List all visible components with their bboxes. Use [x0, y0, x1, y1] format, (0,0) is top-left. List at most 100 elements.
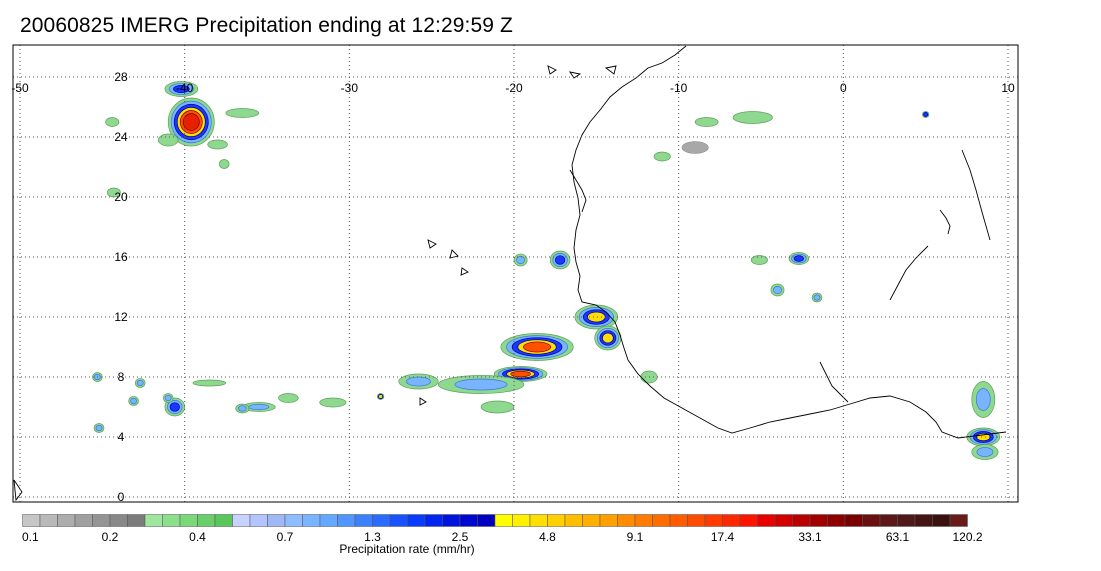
- colorbar-swatch: [302, 514, 321, 527]
- precip-ring: [130, 397, 137, 405]
- colorbar-swatch: [57, 514, 76, 527]
- precip-ring: [750, 255, 768, 265]
- colorbar-swatch: [109, 514, 128, 527]
- precip-cell: [218, 159, 230, 169]
- colorbar-swatch: [267, 514, 286, 527]
- lon-tick-label: -50: [11, 81, 29, 95]
- coastline-east-edge: [961, 149, 991, 241]
- precip-ring: [516, 255, 525, 265]
- precip-cell: [437, 375, 525, 394]
- precip-ring: [602, 332, 614, 344]
- colorbar-swatch: [844, 514, 863, 527]
- colorbar-swatch: [704, 514, 723, 527]
- colorbar-tick-label: 2.5: [452, 530, 469, 544]
- precip-ring: [237, 405, 247, 412]
- colorbar-swatch: [214, 514, 233, 527]
- colorbar-swatch: [337, 514, 356, 527]
- colorbar-tick-label: 1.3: [364, 530, 381, 544]
- colorbar-tick-label: 4.8: [539, 530, 556, 544]
- precip-cell: [162, 393, 174, 403]
- colorbar-swatch: [932, 514, 951, 527]
- precip-cell: [653, 151, 671, 162]
- colorbar-swatch: [774, 514, 793, 527]
- precip-cell: [922, 111, 930, 118]
- colorbar-swatch: [617, 514, 636, 527]
- colorbar-swatch: [22, 514, 41, 527]
- lon-tick-label: -20: [505, 81, 523, 95]
- colorbar-tick-label: 63.1: [886, 530, 910, 544]
- colorbar-swatch: [599, 514, 618, 527]
- precip-ring: [406, 376, 431, 387]
- colorbar-swatch: [127, 514, 146, 527]
- colorbar-swatch: [949, 514, 968, 527]
- precip-ring: [319, 397, 347, 408]
- colorbar: 0.1 0.2 0.4 0.7 1.3 2.5 4.8 9.1 17.4 33.1 63.1 120.…: [22, 514, 983, 556]
- precip-ring: [278, 393, 299, 403]
- colorbar-swatch: [914, 514, 933, 527]
- precip-cell: [235, 403, 250, 414]
- precip-cell: [278, 393, 299, 403]
- coastline-west-sahara: [569, 169, 587, 213]
- precip-ring: [732, 111, 773, 124]
- precip-cell: [788, 252, 810, 265]
- precip-ring: [773, 285, 782, 295]
- colorbar-swatch: [897, 514, 916, 527]
- precip-cell: [732, 111, 773, 124]
- lon-tick-label: 0: [840, 81, 847, 95]
- precip-cell: [500, 333, 574, 361]
- precip-ring: [207, 139, 228, 150]
- precip-ring: [95, 424, 103, 432]
- island-7: [419, 397, 427, 406]
- precip-ring: [136, 379, 144, 387]
- precip-ring: [164, 394, 172, 402]
- colorbar-swatch: [687, 514, 706, 527]
- precip-cell: [105, 117, 120, 127]
- precip-ring: [793, 255, 804, 262]
- colorbar-swatch: [634, 514, 653, 527]
- precip-cell: [770, 283, 785, 297]
- lat-tick-label: 28: [114, 70, 128, 84]
- precip-ring: [105, 117, 120, 127]
- precip-cell: [694, 117, 719, 127]
- colorbar-swatch: [529, 514, 548, 527]
- colorbar-swatch: [179, 514, 198, 527]
- coastline-lake-fragment: [939, 209, 951, 235]
- precip-ring: [480, 400, 515, 414]
- coastline-niger-delta: [819, 361, 849, 403]
- colorbar-tick-label: 0.1: [22, 530, 39, 544]
- precipitation-map: -50 -40 -30 -20 -10 0 10 0 4 8 12 16 20 24 28: [11, 44, 1019, 504]
- island-1: [427, 239, 437, 249]
- colorbar-swatch: [547, 514, 566, 527]
- precip-cell: [157, 133, 179, 147]
- lon-tick-label: -10: [670, 81, 688, 95]
- precip-ring: [225, 108, 260, 118]
- colorbar-tick-label: 17.4: [711, 530, 735, 544]
- colorbar-tick-label: 9.1: [627, 530, 644, 544]
- colorbar-swatch: [459, 514, 478, 527]
- precip-cell: [681, 141, 709, 154]
- precip-cell: [549, 250, 571, 270]
- lat-tick-label: 20: [114, 190, 128, 204]
- precip-ring: [169, 402, 180, 412]
- colorbar-swatch: [284, 514, 303, 527]
- colorbar-swatch: [669, 514, 688, 527]
- precip-cell: [164, 81, 199, 97]
- lat-tick-label: 4: [118, 430, 125, 444]
- colorbar-swatch: [249, 514, 268, 527]
- colorbar-swatch: [739, 514, 758, 527]
- island-3: [460, 267, 469, 276]
- coastline-north-river: [889, 245, 929, 301]
- island-8: [13, 479, 23, 502]
- lat-lon-grid: [13, 45, 1018, 502]
- lat-tick-label: 8: [118, 370, 125, 384]
- lat-tick-label: 12: [114, 310, 128, 324]
- precip-ring: [587, 311, 606, 323]
- precip-cell: [574, 304, 619, 330]
- colorbar-swatch: [354, 514, 373, 527]
- precip-ring: [510, 370, 531, 378]
- colorbar-tick-label: 0.2: [102, 530, 119, 544]
- precip-ring: [454, 378, 508, 391]
- precip-cell: [225, 108, 260, 118]
- precip-cell: [128, 396, 139, 406]
- colorbar-swatch: [879, 514, 898, 527]
